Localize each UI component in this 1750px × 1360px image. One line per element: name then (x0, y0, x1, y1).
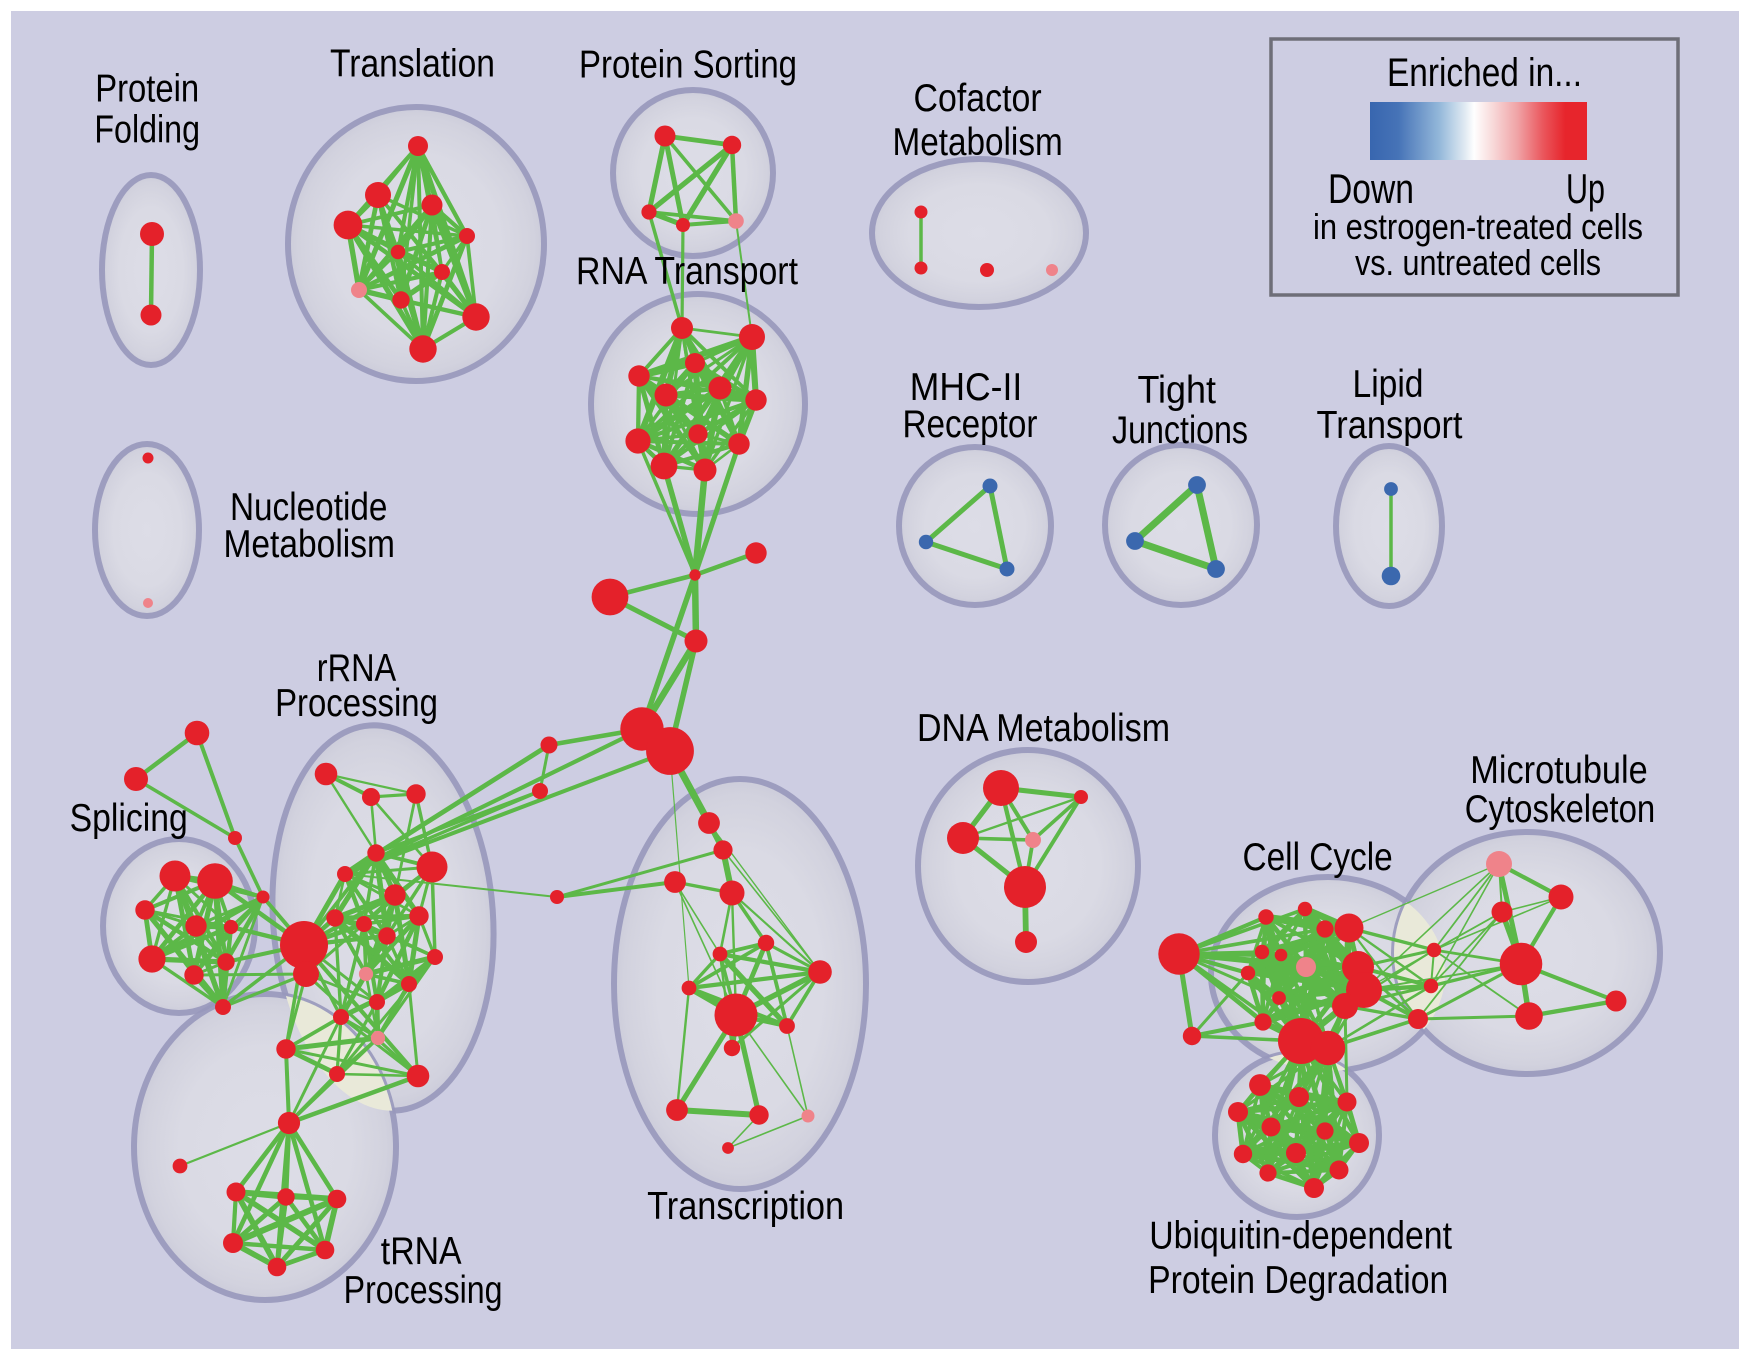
svg-text:in estrogen-treated cells: in estrogen-treated cells (1313, 206, 1643, 247)
svg-text:Processing: Processing (344, 1269, 503, 1312)
svg-text:Protein: Protein (95, 68, 199, 111)
svg-text:Down: Down (1328, 165, 1414, 212)
svg-text:Processing: Processing (275, 682, 438, 725)
svg-text:Up: Up (1566, 165, 1605, 212)
svg-text:Splicing: Splicing (70, 797, 188, 840)
svg-text:Enriched in...: Enriched in... (1387, 51, 1582, 95)
svg-text:Tight: Tight (1137, 369, 1216, 412)
svg-text:vs. untreated cells: vs. untreated cells (1355, 242, 1601, 283)
svg-text:Transport: Transport (1317, 404, 1463, 447)
svg-text:Receptor: Receptor (903, 403, 1038, 446)
svg-text:Cell Cycle: Cell Cycle (1243, 836, 1393, 879)
svg-text:Metabolism: Metabolism (223, 523, 395, 566)
svg-text:Nucleotide: Nucleotide (230, 486, 388, 529)
svg-text:Folding: Folding (94, 108, 200, 151)
svg-text:DNA Metabolism: DNA Metabolism (917, 707, 1170, 750)
svg-text:Protein Degradation: Protein Degradation (1148, 1259, 1448, 1302)
svg-text:Translation: Translation (330, 43, 495, 86)
svg-text:Lipid: Lipid (1353, 363, 1424, 406)
svg-text:Cytoskeleton: Cytoskeleton (1465, 788, 1656, 831)
svg-text:RNA Transport: RNA Transport (576, 250, 798, 293)
svg-text:Cofactor: Cofactor (914, 77, 1042, 120)
svg-text:Transcription: Transcription (647, 1185, 844, 1228)
svg-text:Junctions: Junctions (1112, 409, 1248, 452)
svg-text:tRNA: tRNA (381, 1230, 462, 1273)
svg-text:Ubiquitin-dependent: Ubiquitin-dependent (1149, 1215, 1452, 1258)
svg-text:MHC-II: MHC-II (910, 366, 1023, 409)
svg-text:Microtubule: Microtubule (1470, 749, 1648, 792)
svg-text:Protein Sorting: Protein Sorting (579, 44, 797, 87)
svg-text:rRNA: rRNA (317, 647, 397, 690)
svg-text:Metabolism: Metabolism (893, 121, 1063, 164)
